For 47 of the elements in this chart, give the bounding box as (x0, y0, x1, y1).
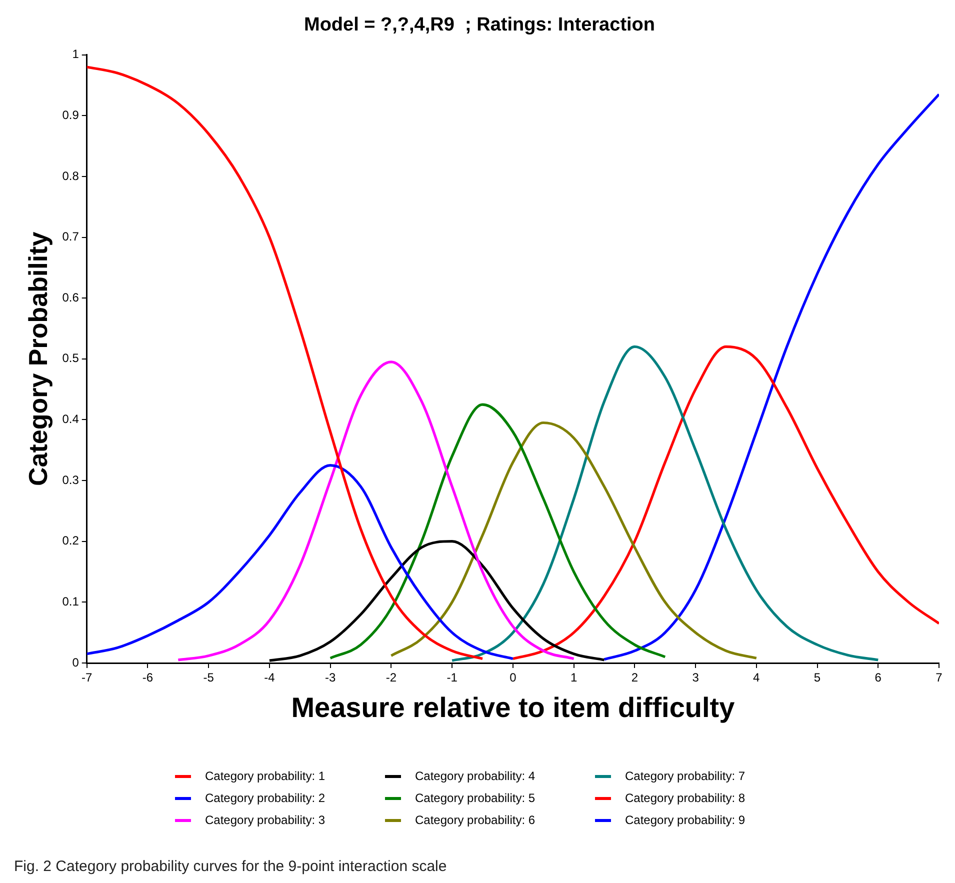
legend-label: Category probability: 8 (625, 791, 746, 805)
x-tick-label: 2 (631, 670, 638, 685)
x-tick-label: -5 (203, 670, 214, 685)
x-tick-label: 7 (936, 670, 943, 685)
x-tick-label: -6 (142, 670, 154, 685)
x-tick-label: -2 (386, 670, 397, 685)
y-tick-label: 1 (72, 47, 80, 62)
y-tick-label: 0.8 (62, 168, 80, 183)
y-tick-label: 0.2 (62, 534, 80, 548)
x-tick-label: 6 (874, 670, 882, 685)
x-tick-label: 3 (692, 670, 700, 685)
line-series (512, 345, 939, 660)
legend-label: Category probability: 6 (415, 813, 536, 827)
y-tick-label: 0 (72, 655, 80, 670)
line-series (450, 345, 880, 662)
x-tick-label: -1 (446, 670, 458, 685)
line-series (390, 421, 758, 660)
caption: Fig. 2 Category probability curves for the 9-point interaction scale (14, 858, 447, 875)
chart-title: Model = ?,?,4,R9 ; Ratings: Interaction (304, 14, 656, 36)
legend-label: Category probability: 3 (205, 813, 326, 827)
x-tick-label: -4 (264, 670, 276, 685)
y-tick-label: 0.6 (62, 290, 80, 304)
legend-label: Category probability: 9 (625, 813, 746, 827)
x-tick-label: -3 (325, 670, 336, 685)
y-tick-label: 0.1 (62, 594, 80, 608)
x-tick-label: 0 (510, 670, 517, 685)
x-tick-label: -7 (82, 670, 93, 685)
legend-label: Category probability: 5 (415, 791, 536, 805)
line-series (602, 93, 939, 661)
legend-label: Category probability: 1 (205, 769, 326, 783)
line-series (86, 464, 514, 660)
legend-label: Category probability: 4 (415, 769, 536, 783)
x-axis-title: Measure relative to item difficulty (291, 692, 736, 723)
y-tick-label: 0.4 (62, 412, 80, 426)
y-tick-label: 0.7 (62, 230, 80, 244)
x-tick-label: 5 (814, 670, 821, 685)
x-tick-label: 1 (570, 670, 578, 685)
line-series (86, 66, 484, 660)
legend-label: Category probability: 2 (205, 791, 326, 805)
y-axis-title: Category Probability (22, 231, 53, 486)
line-series (176, 360, 576, 662)
legend-label: Category probability: 7 (625, 769, 746, 783)
y-tick-label: 0.9 (62, 108, 80, 122)
y-tick-label: 0.5 (62, 351, 80, 366)
x-tick-label: 4 (753, 670, 760, 685)
y-tick-label: 0.3 (62, 472, 80, 487)
line-series (329, 403, 666, 660)
